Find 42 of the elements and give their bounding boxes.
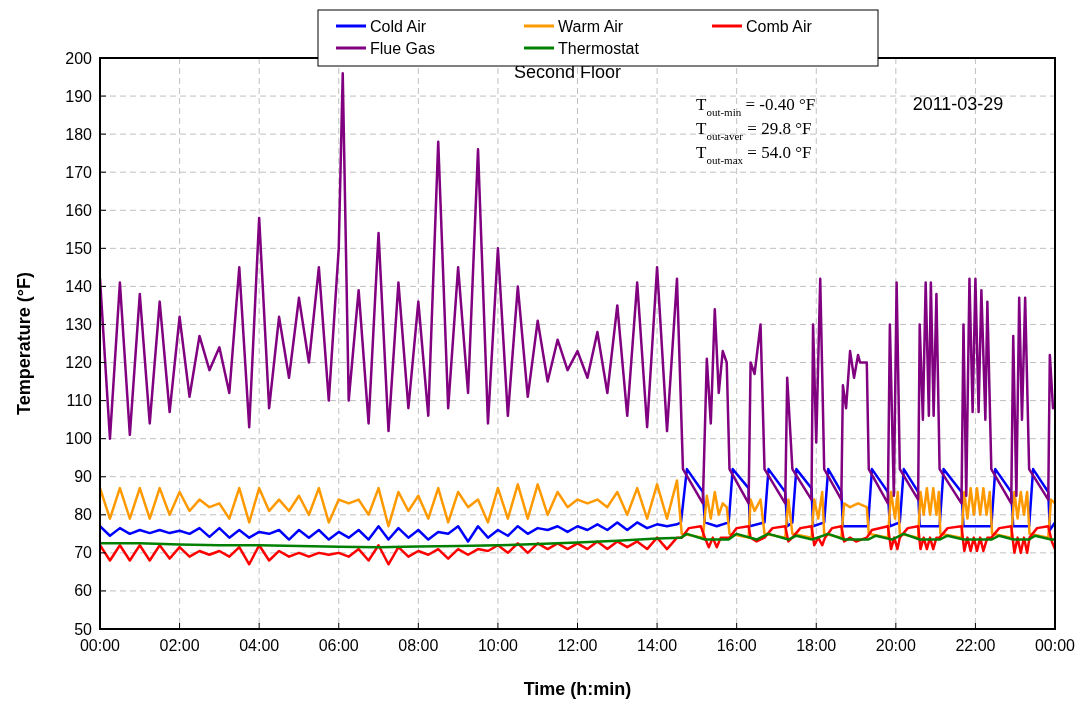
y-tick-label: 50 <box>74 620 93 638</box>
x-tick-label: 04:00 <box>239 637 280 654</box>
y-tick-label: 160 <box>65 201 93 219</box>
x-tick-label: 18:00 <box>796 637 837 654</box>
x-tick-label: 12:00 <box>557 637 598 654</box>
legend-label: Thermostat <box>558 39 640 57</box>
y-tick-label: 170 <box>65 163 93 181</box>
x-tick-label: 10:00 <box>477 637 519 654</box>
x-tick-label: 06:00 <box>318 637 359 654</box>
legend-label: Warm Air <box>558 17 624 35</box>
y-tick-label: 190 <box>65 87 93 105</box>
legend-label: Flue Gas <box>370 39 435 57</box>
y-tick-label: 180 <box>65 125 93 143</box>
y-tick-label: 60 <box>74 582 93 600</box>
line-series <box>100 532 1055 549</box>
y-axis-title: Temperature (°F) <box>14 272 34 415</box>
y-tick-label: 150 <box>65 239 93 257</box>
y-tick-label: 80 <box>74 506 93 524</box>
y-tick-label: 200 <box>65 49 93 67</box>
y-tick-label: 100 <box>65 430 93 448</box>
x-tick-label: 20:00 <box>875 637 916 654</box>
y-tick-label: 130 <box>65 315 93 333</box>
y-tick-label: 110 <box>66 392 93 410</box>
legend-label: Cold Air <box>370 17 427 35</box>
annotation: T$_{out-min}$ = -0.40 °F <box>696 95 816 118</box>
x-axis-title: Time (h:min) <box>523 679 632 699</box>
y-tick-label: 90 <box>74 468 93 486</box>
x-tick-label: 00:00 <box>79 637 121 654</box>
annotation: T$_{out-aver}$ = 29.8 °F <box>696 119 812 142</box>
line-series <box>100 479 1055 539</box>
annotation: T$_{out-max}$ = 54.0 °F <box>696 143 812 166</box>
y-tick-label: 70 <box>74 544 93 562</box>
x-tick-label: 08:00 <box>398 637 439 654</box>
x-tick-label: 00:00 <box>1034 637 1076 654</box>
y-tick-label: 120 <box>65 354 93 372</box>
annotation: 2011-03-29 <box>912 94 1004 114</box>
y-tick-label: 140 <box>65 277 93 295</box>
x-tick-label: 22:00 <box>955 637 996 654</box>
x-tick-label: 02:00 <box>159 637 200 654</box>
legend-label: Comb Air <box>746 17 813 35</box>
x-tick-label: 14:00 <box>637 637 678 654</box>
x-tick-label: 16:00 <box>716 637 757 654</box>
